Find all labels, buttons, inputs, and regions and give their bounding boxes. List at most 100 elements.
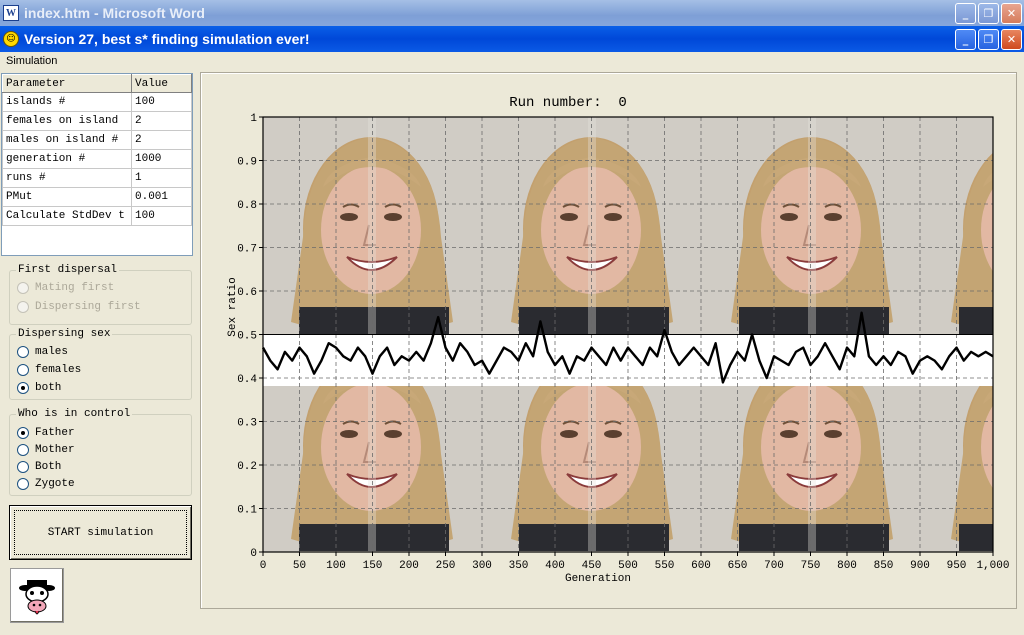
cow-button[interactable] [10,568,64,623]
first-dispersal-legend: First dispersal [16,264,120,276]
column-header-value[interactable]: Value [131,74,192,93]
table-row[interactable]: islands #100 [2,92,192,112]
radio-father[interactable]: Father [17,425,75,441]
app-window-titlebar[interactable]: ☺ Version 27, best s* finding simulation… [0,26,1024,52]
param-name-cell[interactable]: generation # [2,149,132,169]
table-row[interactable]: Calculate StdDev t 100 [2,206,192,226]
param-value-cell[interactable]: 2 [131,111,192,131]
x-tick-label: 1,000 [976,560,1009,572]
x-tick-label: 250 [436,560,456,572]
param-value-cell[interactable]: 100 [131,92,192,112]
x-tick-label: 950 [947,560,967,572]
param-name-cell[interactable]: Calculate StdDev t [2,206,132,226]
table-row[interactable]: PMut 0.001 [2,187,192,207]
chart-title: Run number: 0 [509,95,627,111]
radio-both[interactable]: both [17,380,61,396]
y-axis-label: Sex ratio [227,277,239,336]
radio-button-icon[interactable] [17,346,29,358]
radio-label: Mother [35,444,75,456]
radio-label: males [35,346,69,358]
radio-label: females [35,364,82,376]
radio-label: Both [35,461,62,473]
close-icon: ✕ [1006,6,1017,20]
dispersing-sex-group: Dispersing sex males females both [9,328,192,400]
radio-males[interactable]: males [17,344,68,360]
y-tick-label: 0 [250,548,257,560]
start-simulation-button[interactable]: START simulation [9,505,192,560]
radio-button-icon[interactable] [17,478,29,490]
menu-bar: Simulation [0,52,1024,70]
param-name-cell[interactable]: PMut [2,187,132,207]
restore-icon: ❐ [983,32,994,46]
outer-restore-button[interactable]: ❐ [978,2,999,24]
x-tick-label: 550 [655,560,675,572]
x-axis-label: Generation [565,573,631,585]
x-tick-label: 100 [326,560,346,572]
who-in-control-legend: Who is in control [16,408,133,420]
x-tick-label: 850 [874,560,894,572]
radio-label: Zygote [35,478,75,490]
radio-label: Dispersing first [35,301,141,313]
param-name-cell[interactable]: islands # [2,92,132,112]
radio-mating-first[interactable]: Mating first [17,280,114,296]
radio-button-icon[interactable] [17,427,29,439]
app-restore-button[interactable]: ❐ [978,28,999,50]
who-in-control-group: Who is in control Father Mother Both Zyg… [9,408,192,496]
param-value-cell[interactable]: 1 [131,168,192,188]
outer-close-button[interactable]: ✕ [1001,2,1022,24]
radio-dispersing-first[interactable]: Dispersing first [17,299,141,315]
radio-both-control[interactable]: Both [17,459,61,475]
radio-label: Father [35,427,75,439]
y-tick-label: 0.8 [237,200,257,212]
table-header-row: Parameter Value [2,74,192,93]
word-icon: W [3,5,19,21]
radio-button-icon[interactable] [17,364,29,376]
param-value-cell[interactable]: 0.001 [131,187,192,207]
param-name-cell[interactable]: runs # [2,168,132,188]
y-tick-label: 0.7 [237,244,257,256]
y-tick-label: 1 [250,113,257,125]
radio-label: both [35,382,62,394]
table-row[interactable]: generation #1000 [2,149,192,169]
radio-label: Mating first [35,282,115,294]
y-tick-label: 0.3 [237,418,257,430]
table-row[interactable]: runs #1 [2,168,192,188]
restore-icon: ❐ [983,6,994,20]
param-name-cell[interactable]: males on island # [2,130,132,150]
table-row[interactable]: females on island 2 [2,111,192,131]
menu-simulation[interactable]: Simulation [6,55,58,67]
radio-zygote[interactable]: Zygote [17,476,75,492]
radio-females[interactable]: females [17,362,81,378]
x-tick-label: 900 [910,560,930,572]
param-value-cell[interactable]: 100 [131,206,192,226]
app-minimize-button[interactable]: _ [955,28,976,50]
outer-minimize-button[interactable]: _ [955,2,976,24]
radio-button-icon[interactable] [17,382,29,394]
radio-button-icon[interactable] [17,282,29,294]
x-tick-label: 800 [837,560,857,572]
param-value-cell[interactable]: 1000 [131,149,192,169]
radio-button-icon[interactable] [17,301,29,313]
table-row[interactable]: males on island #2 [2,130,192,150]
x-tick-label: 0 [260,560,267,572]
param-value-cell[interactable]: 2 [131,130,192,150]
x-tick-label: 600 [691,560,711,572]
radio-mother[interactable]: Mother [17,442,75,458]
dispersing-sex-legend: Dispersing sex [16,328,113,340]
minimize-icon: _ [962,32,969,46]
smiley-icon: ☺ [3,31,19,47]
outer-window-titlebar[interactable]: W index.htm - Microsoft Word _ ❐ ✕ [0,0,1024,26]
parameter-table[interactable]: Parameter Value islands #100 females on … [1,73,193,256]
radio-button-icon[interactable] [17,461,29,473]
param-name-cell[interactable]: females on island [2,111,132,131]
radio-button-icon[interactable] [17,444,29,456]
x-tick-label: 700 [764,560,784,572]
focus-rectangle [14,510,187,555]
column-header-parameter[interactable]: Parameter [2,74,132,93]
x-tick-label: 150 [363,560,383,572]
y-tick-label: 0.5 [237,331,257,343]
minimize-icon: _ [962,6,969,20]
app-close-button[interactable]: ✕ [1001,28,1022,50]
y-tick-label: 0.6 [237,287,257,299]
x-tick-label: 500 [618,560,638,572]
